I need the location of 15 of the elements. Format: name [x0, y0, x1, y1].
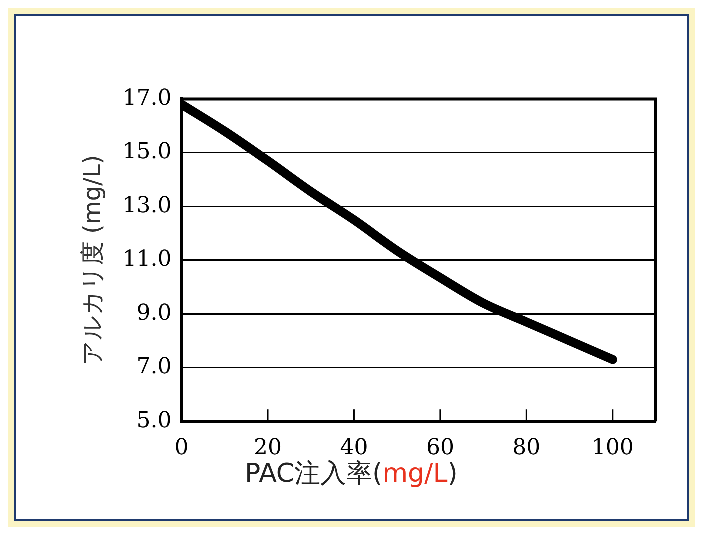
x-tick-label: 40: [340, 436, 368, 461]
x-tick-label: 0: [174, 436, 189, 461]
x-tick-label: 100: [592, 436, 634, 461]
x-tick-label: 60: [426, 436, 454, 461]
x-axis-title: PAC注入率(mg/L): [245, 459, 458, 489]
y-tick-label: 11.0: [122, 247, 172, 272]
x-tick-label: 20: [254, 436, 282, 461]
y-tick-label: 15.0: [122, 140, 172, 165]
y-tick-label: 7.0: [136, 354, 172, 380]
y-tick-label: 9.0: [136, 300, 172, 326]
y-tick-label: 5.0: [136, 408, 172, 434]
y-tick-label: 13.0: [122, 193, 172, 218]
y-axis-title: アルカリ度 (mg/L): [78, 155, 107, 366]
y-tick-label: 17.0: [122, 86, 172, 111]
x-tick-label: 80: [512, 436, 541, 461]
